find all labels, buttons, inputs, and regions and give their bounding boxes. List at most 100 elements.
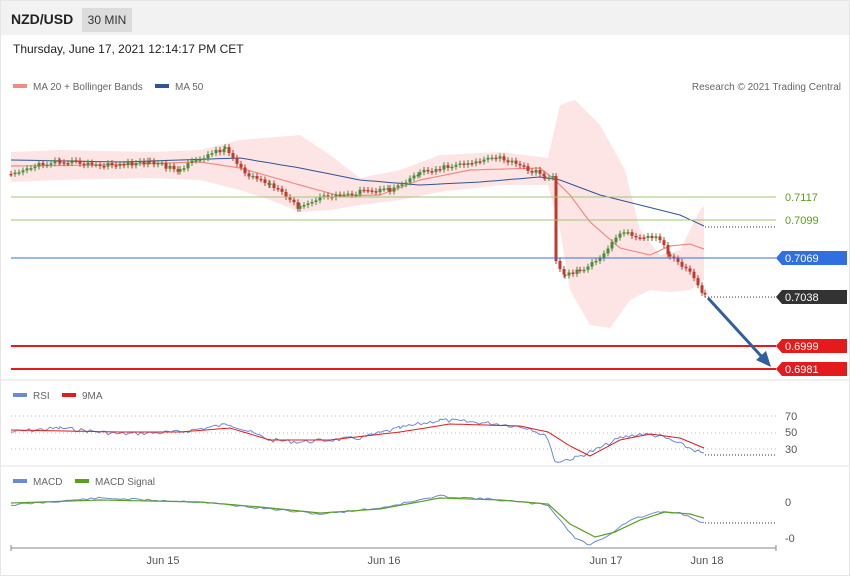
candle-body-91 (358, 189, 362, 195)
candle-body-97 (382, 188, 386, 191)
level-tag-3 (776, 290, 847, 304)
candle-body-111 (434, 169, 438, 172)
candle-body-104 (408, 178, 412, 183)
candle-body-105 (412, 175, 416, 179)
candle-body-59 (235, 157, 239, 164)
candle-body-31 (130, 161, 134, 166)
candle-body-65 (259, 178, 263, 181)
candle-body-13 (58, 161, 62, 163)
symbol-label: NZD/USD (11, 11, 74, 27)
candle-body-162 (630, 232, 634, 236)
candle-body-71 (280, 188, 284, 192)
candle-body-116 (454, 164, 458, 167)
candle-body-48 (194, 159, 198, 162)
candle-body-73 (288, 197, 292, 200)
candle-body-128 (502, 156, 506, 161)
candle-body-9 (45, 164, 49, 167)
legend-macd-signal-label: MACD Signal (95, 477, 155, 488)
candle-body-92 (362, 189, 366, 192)
candle-body-170 (662, 240, 666, 245)
candle-body-70 (276, 188, 280, 190)
candle-body-49 (198, 159, 202, 161)
rsi-line (11, 418, 705, 463)
candle-body-106 (416, 174, 420, 177)
candle-body-174 (676, 258, 680, 262)
candle-body-72 (284, 191, 288, 198)
candle-body-134 (526, 166, 530, 171)
candle-body-102 (400, 184, 404, 186)
candle-body-18 (78, 160, 82, 164)
candle-body-132 (518, 163, 522, 166)
candle-body-80 (314, 200, 318, 203)
forecast-arrow-shaft (706, 296, 764, 359)
candle-body-161 (626, 232, 630, 234)
candle-body-150 (582, 269, 586, 272)
candle-body-114 (446, 165, 450, 168)
candle-body-58 (231, 152, 235, 158)
candle-body-68 (268, 183, 272, 185)
candle-body-127 (498, 156, 502, 159)
candle-body-159 (618, 233, 622, 238)
candle-body-2 (17, 172, 21, 174)
legend-macd-swatch (13, 479, 27, 483)
candle-body-14 (62, 162, 66, 164)
candle-body-32 (134, 162, 138, 166)
candle-body-15 (66, 163, 70, 165)
candle-body-66 (263, 179, 267, 184)
candle-body-85 (334, 194, 338, 198)
candle-body-148 (575, 269, 579, 274)
candle-body-131 (514, 160, 518, 164)
candle-body-139 (543, 176, 547, 179)
legend-ma20-label: MA 20 + Bollinger Bands (33, 82, 143, 93)
legend-rsi-swatch (13, 393, 27, 397)
rsi-ma-line (10, 423, 705, 457)
candle-body-154 (598, 258, 602, 261)
candle-body-51 (206, 154, 210, 159)
legend-rsi-label: RSI (33, 391, 50, 402)
candle-body-37 (152, 161, 156, 165)
candle-body-36 (148, 160, 152, 163)
candle-body-181 (703, 292, 707, 295)
candle-body-172 (668, 254, 672, 257)
candle-body-119 (466, 163, 470, 165)
x-tick-jun15: Jun 15 (146, 555, 179, 567)
candle-body-89 (350, 193, 354, 196)
candle-body-146 (567, 272, 571, 276)
candle-body-140 (547, 177, 551, 180)
candle-body-0 (9, 173, 13, 176)
candle-body-1 (13, 172, 17, 175)
candle-body-124 (486, 157, 490, 160)
candle-body-120 (470, 163, 474, 165)
candle-body-82 (322, 195, 326, 197)
candle-body-133 (522, 165, 526, 167)
candle-body-69 (272, 183, 276, 189)
candle-body-145 (563, 274, 567, 277)
candle-body-160 (622, 232, 626, 234)
candle-body-63 (251, 175, 255, 178)
candle-body-11 (53, 160, 57, 164)
macd-signal-line (10, 497, 705, 538)
candle-body-54 (218, 149, 222, 153)
candle-body-57 (227, 147, 231, 153)
candle-body-39 (160, 162, 164, 165)
legend-macd-signal-swatch (75, 479, 89, 483)
candle-body-21 (90, 162, 94, 165)
rsi-tick-50: 50 (785, 427, 797, 439)
timeframe-badge[interactable]: 30 MIN (82, 8, 132, 32)
candle-body-5 (29, 168, 33, 170)
chart-header: NZD/USD 30 MIN (1, 1, 849, 35)
candle-body-53 (214, 149, 218, 154)
candle-body-19 (82, 163, 86, 166)
candle-body-93 (366, 189, 370, 192)
x-tick-jun17: Jun 17 (589, 555, 622, 567)
candle-body-180 (700, 285, 704, 293)
rsi-tick-30: 30 (785, 444, 797, 456)
candle-body-23 (98, 164, 102, 166)
candle-body-163 (634, 235, 638, 238)
candle-body-113 (442, 165, 446, 170)
candle-body-149 (578, 269, 582, 272)
candle-body-147 (571, 272, 575, 274)
candle-body-171 (666, 244, 670, 255)
candle-body-28 (118, 164, 122, 167)
candle-body-44 (178, 169, 182, 172)
